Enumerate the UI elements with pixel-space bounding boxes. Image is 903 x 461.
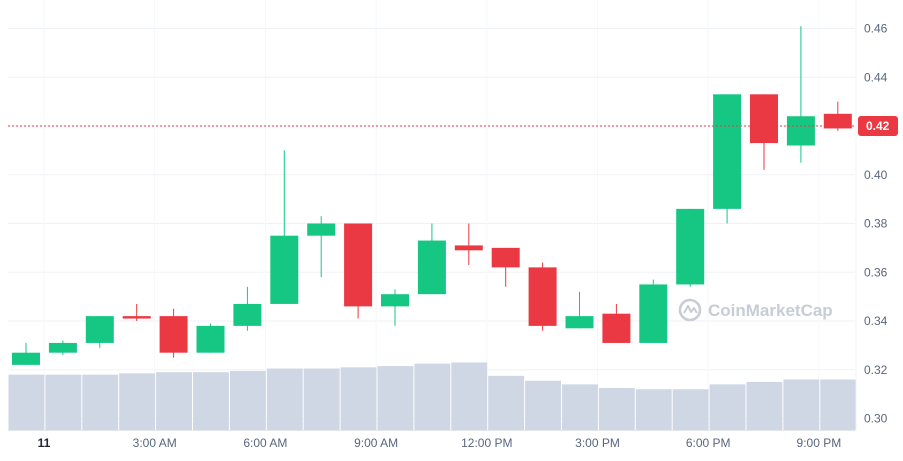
- volume-bar: [746, 381, 783, 430]
- volume-bar: [340, 367, 377, 430]
- candle-body: [602, 313, 631, 343]
- volume-bar: [525, 380, 561, 430]
- y-tick-label: 0.40: [864, 168, 888, 182]
- watermark-text: CoinMarketCap: [708, 301, 833, 320]
- volume-bar: [709, 384, 746, 430]
- volume-bar: [820, 379, 857, 430]
- current-price-tag-background: [858, 116, 898, 136]
- candle-body: [12, 352, 40, 365]
- candle-body: [233, 303, 262, 326]
- x-tick-label: 12:00 PM: [461, 436, 512, 450]
- volume-bar: [451, 362, 488, 430]
- x-tick-label: 11: [38, 436, 51, 450]
- candle-body: [528, 267, 557, 326]
- x-tick-label: 3:00 AM: [133, 436, 177, 450]
- volume-bar: [488, 375, 525, 430]
- candle-body: [270, 235, 299, 304]
- volume-bar: [783, 379, 820, 430]
- y-tick-label: 0.46: [864, 22, 888, 36]
- y-axis: 0.30 0.32 0.34 0.36 0.38 0.40 0.42 0.44 0.46: [855, 0, 888, 430]
- x-axis: 11 3:00 AM 6:00 AM 9:00 AM 12:00 PM 3:00 PM 6:…: [8, 430, 855, 450]
- volume-bar: [119, 373, 156, 430]
- candle-body: [307, 223, 336, 236]
- y-tick-label: 0.34: [864, 314, 888, 328]
- candle-body: [565, 316, 594, 329]
- x-tick-label: 9:00 AM: [354, 436, 398, 450]
- volume-bar: [598, 388, 635, 430]
- candle-body: [344, 223, 373, 307]
- x-tick-label: 9:00 PM: [797, 436, 842, 450]
- candle-body: [491, 247, 520, 268]
- coinmarketcap-logo-icon: [678, 298, 702, 322]
- volume-bar: [156, 372, 192, 430]
- y-tick-label: 0.38: [864, 217, 888, 231]
- current-price-tag: 0.42: [858, 116, 898, 136]
- x-tick-label: 6:00 PM: [686, 436, 731, 450]
- volume-bar: [377, 366, 414, 430]
- volume-bar: [562, 384, 598, 430]
- volume-bar: [8, 374, 45, 430]
- y-tick-label: 0.32: [864, 363, 888, 377]
- volume-bar: [193, 372, 229, 430]
- candle-body: [676, 208, 705, 285]
- candle-body: [122, 316, 151, 319]
- candle-body: [381, 294, 409, 307]
- candle-body: [85, 316, 114, 343]
- volume-bar: [266, 368, 303, 430]
- candles: [12, 26, 852, 365]
- volume-bar: [635, 389, 672, 430]
- x-tick-label: 6:00 AM: [243, 436, 287, 450]
- volume-bars: [8, 362, 857, 430]
- volume-bar: [303, 368, 340, 430]
- volume-bar: [82, 374, 119, 430]
- candle-body: [454, 245, 483, 251]
- volume-bar: [45, 374, 82, 430]
- candle-body: [823, 113, 852, 129]
- candle-body: [639, 284, 668, 343]
- candle-body: [48, 342, 77, 353]
- current-price-label: 0.42: [866, 119, 890, 133]
- candle-body: [786, 116, 815, 146]
- volume-bar: [229, 370, 266, 430]
- candle-body: [713, 94, 742, 209]
- y-tick-label: 0.44: [864, 70, 888, 84]
- volume-bar: [672, 389, 709, 430]
- candle-body: [750, 94, 778, 144]
- candle-body: [417, 240, 446, 295]
- x-tick-label: 3:00 PM: [575, 436, 620, 450]
- y-tick-label: 0.36: [864, 265, 888, 279]
- candle-body: [159, 316, 188, 353]
- candle-body: [196, 325, 225, 353]
- watermark: CoinMarketCap: [678, 298, 833, 322]
- y-tick-label: 0.30: [864, 412, 888, 426]
- volume-bar: [414, 363, 451, 430]
